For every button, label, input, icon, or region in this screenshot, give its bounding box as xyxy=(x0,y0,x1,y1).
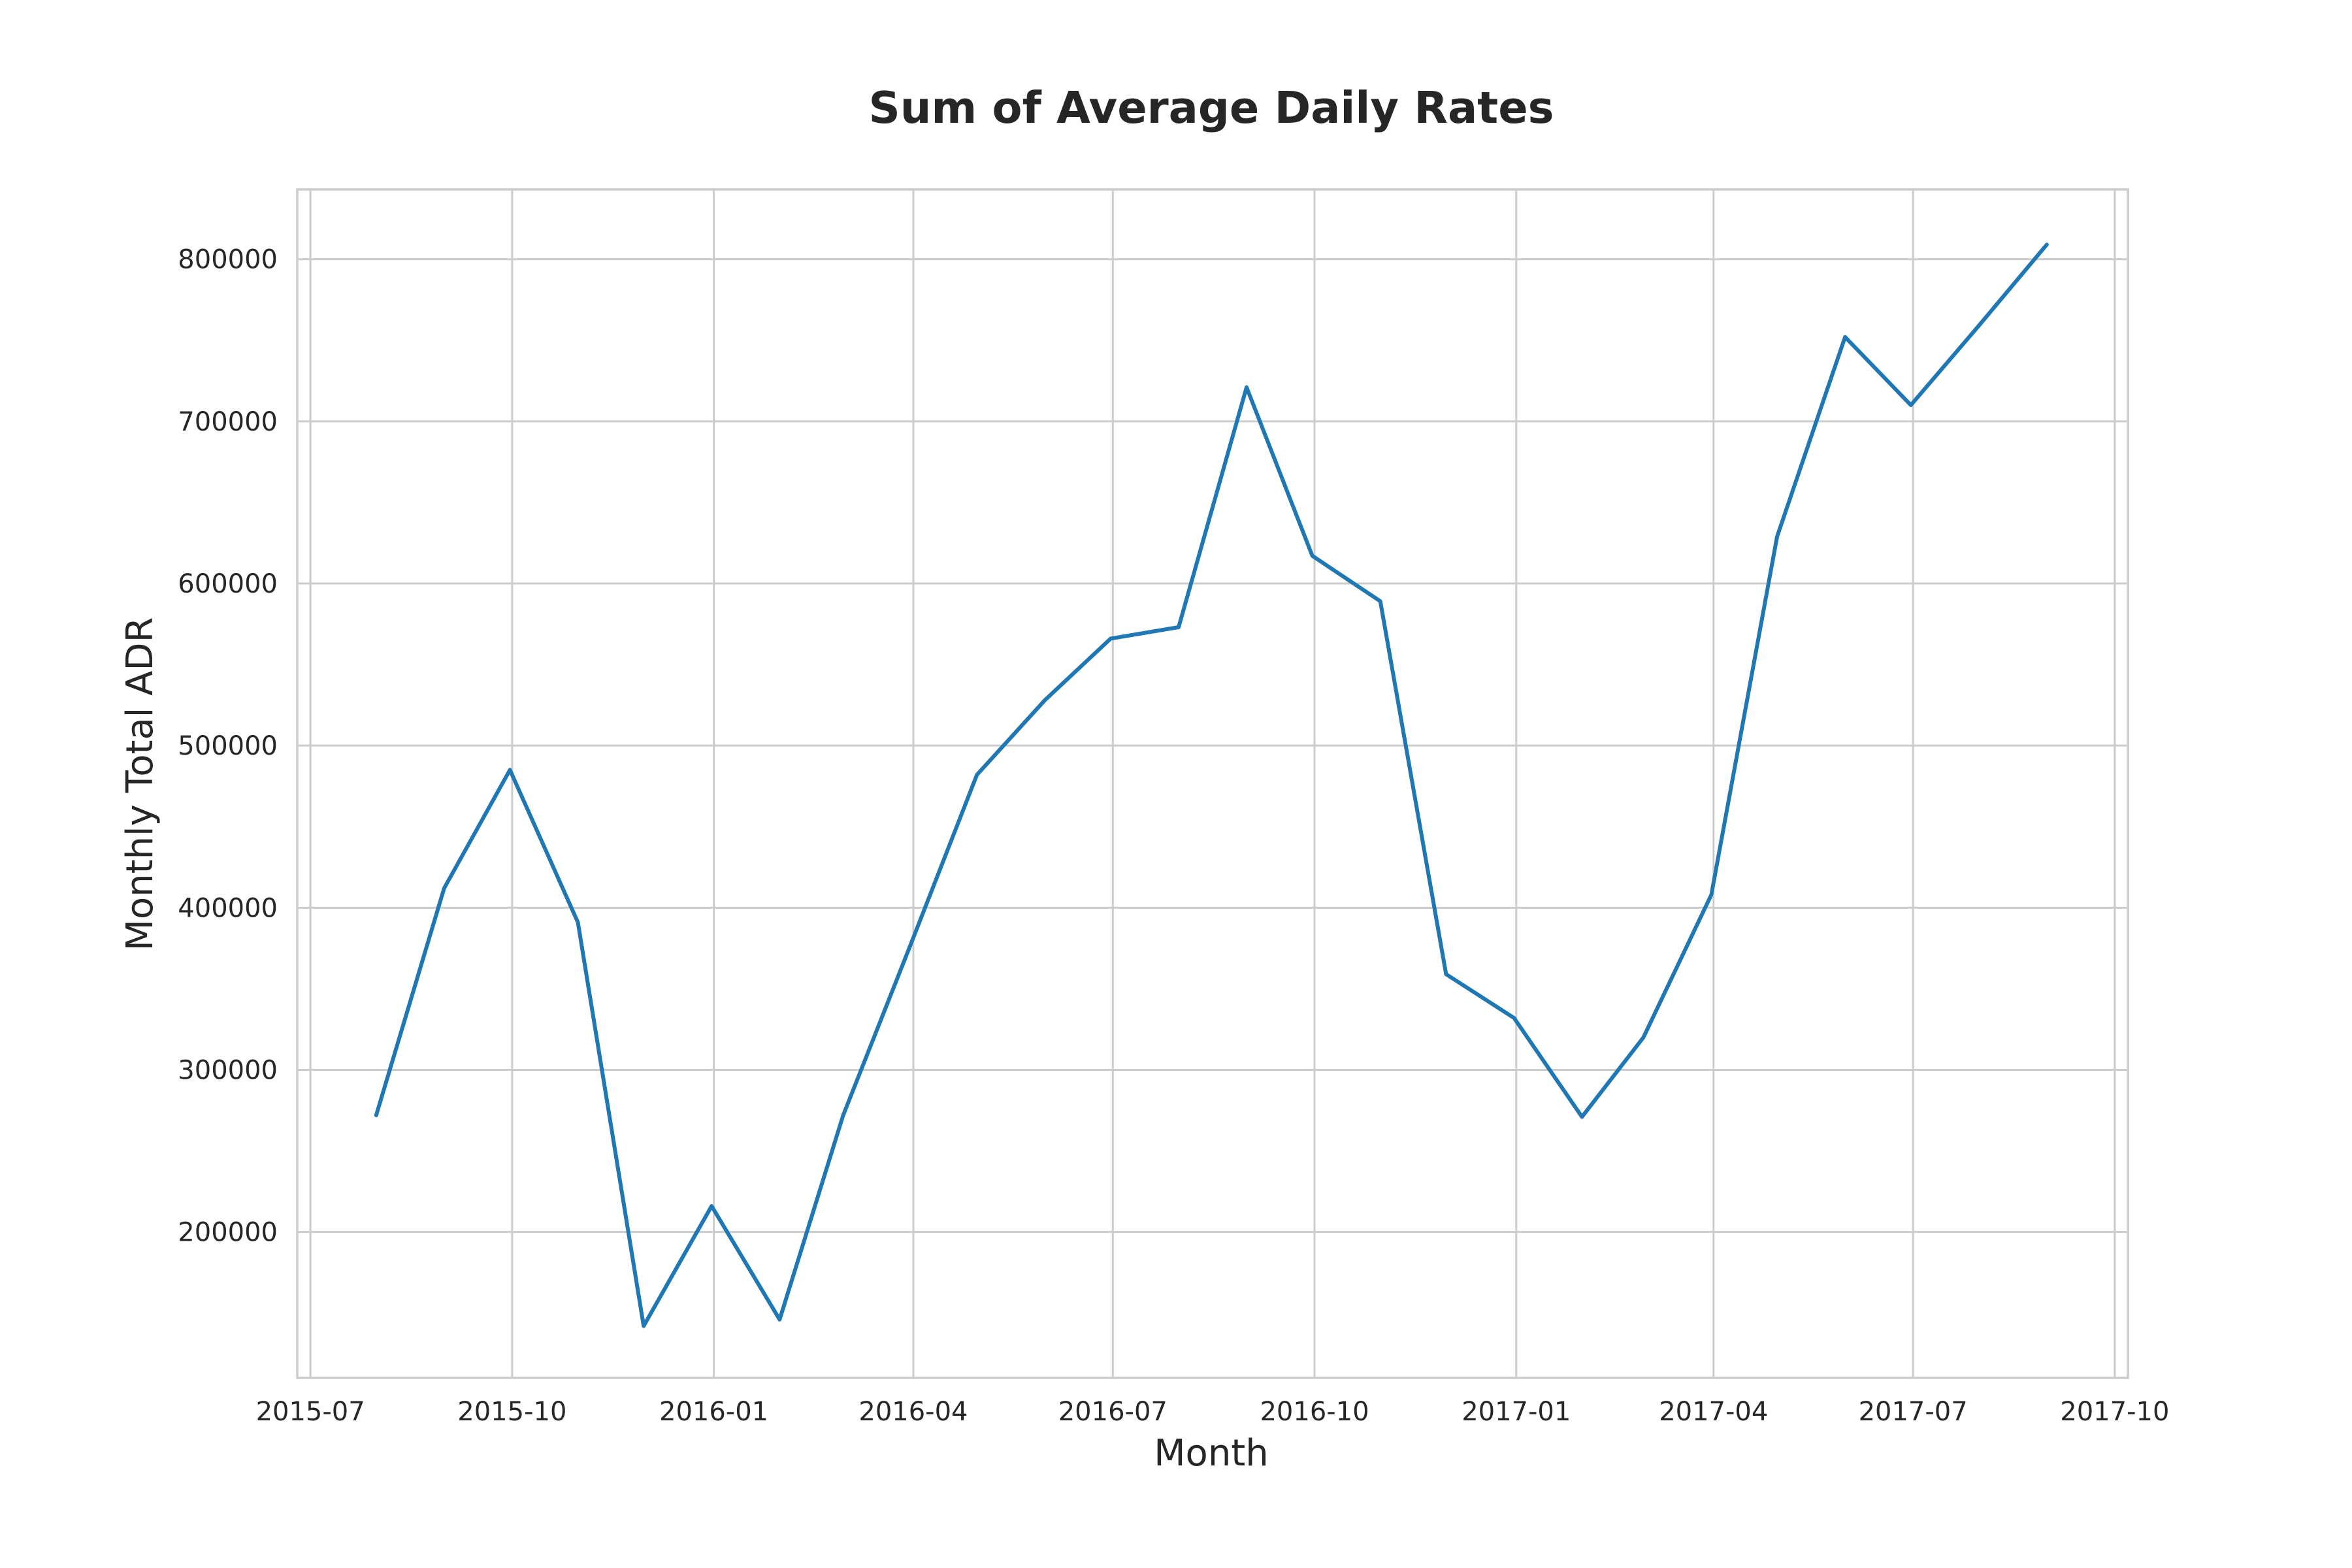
chart-title: Sum of Average Daily Rates xyxy=(868,82,1554,133)
x-tick-labels: 2015-07 2015-10 2016-01 2016-04 2016-07 2016-… xyxy=(256,1397,2170,1427)
x-tick-label: 2016-01 xyxy=(659,1397,768,1427)
y-tick-label: 300000 xyxy=(178,1055,278,1085)
x-axis-label: Month xyxy=(1154,1432,1269,1475)
y-tick-label: 500000 xyxy=(178,731,278,761)
y-axis-label: Monthly Total ADR xyxy=(119,617,161,951)
x-tick-label: 2017-01 xyxy=(1462,1397,1571,1427)
y-tick-label: 600000 xyxy=(178,569,278,599)
x-tick-label: 2016-10 xyxy=(1260,1397,1369,1427)
x-tick-label: 2016-04 xyxy=(858,1397,968,1427)
x-tick-label: 2015-10 xyxy=(457,1397,566,1427)
series-lines xyxy=(374,242,2049,1328)
y-tick-label: 200000 xyxy=(178,1218,278,1248)
y-gridlines xyxy=(297,258,2128,1233)
y-tick-label: 700000 xyxy=(178,407,278,437)
x-tick-label: 2015-07 xyxy=(256,1397,365,1427)
x-tick-label: 2016-07 xyxy=(1058,1397,1168,1427)
x-gridlines xyxy=(309,189,2116,1378)
y-tick-labels: 200000 300000 400000 500000 600000 700000 8000… xyxy=(178,245,278,1248)
plot-area xyxy=(296,188,2129,1379)
y-tick-label: 800000 xyxy=(178,245,278,275)
x-tick-label: 2017-10 xyxy=(2060,1397,2169,1427)
y-tick-label: 400000 xyxy=(178,893,278,923)
x-tick-label: 2017-04 xyxy=(1659,1397,1768,1427)
series-line xyxy=(374,242,2049,1328)
x-tick-label: 2017-07 xyxy=(1859,1397,1968,1427)
